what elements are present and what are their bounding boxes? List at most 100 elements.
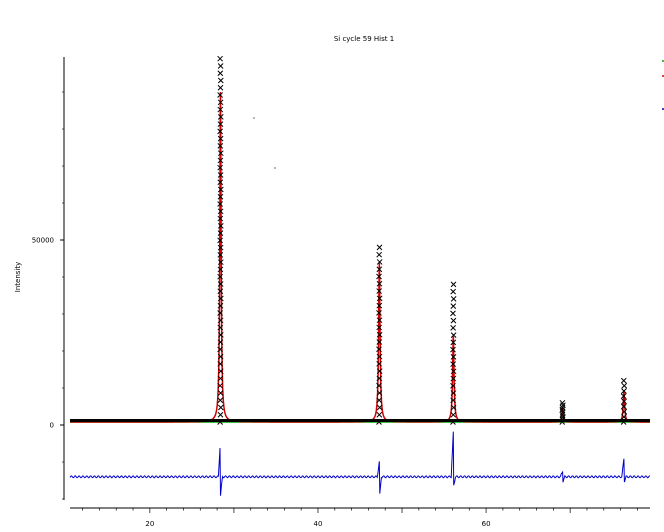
observed-marker (217, 70, 224, 77)
observed-marker (450, 332, 457, 338)
observed-marker (217, 295, 224, 302)
observed-marker (217, 259, 224, 266)
observed-marker (376, 339, 383, 345)
difference-series (69, 431, 651, 496)
observed-marker (621, 398, 627, 405)
x-axis-ticks: 20 40 60 (82, 508, 638, 528)
observed-marker (217, 121, 224, 127)
observed-marker (217, 375, 224, 382)
observed-marker (217, 404, 224, 411)
observed-marker (217, 164, 223, 171)
observed-marker (621, 414, 627, 420)
observed-marker (217, 288, 224, 295)
observed-marker (376, 280, 383, 287)
observed-marker (217, 237, 223, 244)
x-tick-label: 20 (145, 520, 154, 528)
observed-marker (376, 353, 383, 360)
observed-marker (376, 288, 383, 294)
observed-marker (559, 399, 566, 406)
observed-marker (217, 208, 224, 215)
y-tick-label: 50000 (32, 237, 54, 245)
observed-marker (217, 128, 223, 135)
observed-marker (376, 404, 383, 411)
chart-title: Si cycle 59 Hist 1 (334, 35, 394, 43)
observed-marker (217, 331, 224, 338)
observed-marker (450, 419, 456, 425)
calculated-series (70, 91, 650, 423)
observed-marker (217, 55, 223, 62)
observed-marker (217, 273, 223, 280)
observed-marker (450, 303, 457, 309)
observed-marker (376, 419, 382, 425)
observed-marker (217, 390, 224, 396)
observed-marker (217, 99, 224, 106)
observed-marker (450, 346, 456, 353)
observed-marker (217, 252, 224, 258)
observed-marker (450, 317, 457, 324)
observed-marker (376, 382, 382, 389)
observed-marker (376, 244, 383, 251)
observed-marker (376, 397, 383, 404)
observed-marker (450, 325, 456, 331)
observed-marker (217, 222, 224, 229)
observed-marker (217, 157, 224, 164)
observed-marker (217, 172, 224, 178)
observed-marker (376, 346, 382, 353)
observed-marker (217, 92, 223, 98)
observed-series (70, 55, 650, 425)
observed-marker (376, 302, 383, 309)
observed-marker (217, 186, 224, 193)
observed-marker (217, 361, 224, 367)
observed-marker (217, 113, 224, 120)
observed-marker (217, 266, 224, 273)
observed-marker (217, 77, 224, 84)
observed-marker (376, 259, 383, 265)
observed-marker (376, 390, 383, 396)
observed-marker (217, 150, 224, 157)
observed-marker (376, 360, 383, 367)
observed-marker (217, 230, 224, 236)
observed-marker (450, 281, 457, 288)
stray-dot (274, 167, 276, 169)
observed-marker (217, 324, 224, 331)
difference-line (69, 431, 651, 496)
observed-marker (217, 143, 224, 149)
observed-marker (620, 377, 627, 384)
observed-marker (217, 84, 224, 91)
observed-marker (450, 368, 457, 375)
observed-marker (217, 397, 224, 404)
observed-marker (376, 317, 383, 324)
observed-marker (620, 393, 627, 399)
observed-marker (217, 63, 224, 69)
observed-marker (376, 266, 383, 273)
observed-marker (450, 390, 457, 396)
observed-marker (450, 288, 456, 295)
observed-marker (621, 388, 627, 394)
observed-marker (376, 368, 383, 374)
observed-marker (376, 251, 383, 258)
observed-marker (217, 382, 223, 389)
observed-marker (217, 215, 224, 222)
observed-marker (450, 296, 457, 302)
observed-marker (376, 375, 383, 382)
y-axis-ticks: 0 50000 (32, 91, 64, 500)
observed-marker (450, 375, 457, 382)
observed-marker (217, 193, 224, 200)
x-tick-label: 40 (314, 520, 323, 528)
observed-marker (217, 302, 224, 309)
observed-marker (376, 273, 382, 280)
observed-marker (217, 317, 224, 324)
observed-marker (217, 339, 224, 345)
observed-marker (376, 295, 383, 302)
observed-marker (376, 310, 382, 316)
observed-marker (450, 310, 456, 317)
y-tick-label: 0 (50, 422, 54, 430)
observed-marker (217, 419, 223, 425)
observed-marker (217, 346, 223, 353)
observed-marker (621, 382, 628, 389)
observed-marker (217, 368, 224, 375)
observed-marker (620, 419, 627, 425)
observed-marker (450, 353, 457, 360)
observed-marker (450, 404, 457, 411)
